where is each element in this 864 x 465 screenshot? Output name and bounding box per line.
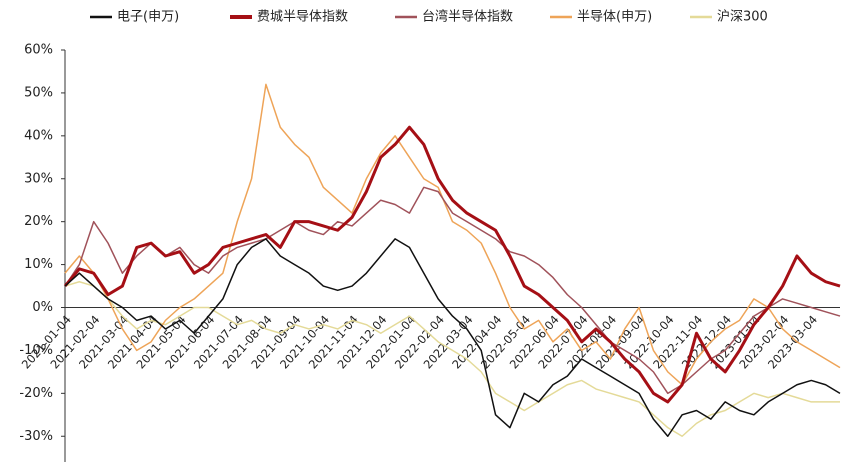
y-tick-label: -10% — [19, 343, 53, 358]
series-line — [64, 281, 840, 437]
y-tick-label: 40% — [24, 128, 53, 143]
y-tick-label: 60% — [24, 43, 53, 58]
legend-label: 台湾半导体指数 — [422, 9, 513, 25]
legend-label: 半导体(申万) — [577, 10, 652, 25]
legend-label: 费城半导体指数 — [257, 10, 348, 25]
y-tick-label: -30% — [19, 429, 53, 444]
y-tick-label: 10% — [24, 257, 53, 272]
y-tick-label: 50% — [24, 85, 53, 100]
y-tick-label: 20% — [24, 214, 53, 229]
legend-label: 沪深300 — [717, 9, 768, 25]
series-line — [63, 125, 841, 404]
legend-label: 电子(申万) — [117, 10, 179, 25]
series-line — [64, 83, 841, 386]
series-line — [64, 238, 841, 437]
y-tick-label: 30% — [24, 171, 53, 186]
y-tick-label: -20% — [19, 386, 53, 401]
y-tick-label: 0% — [32, 300, 53, 315]
